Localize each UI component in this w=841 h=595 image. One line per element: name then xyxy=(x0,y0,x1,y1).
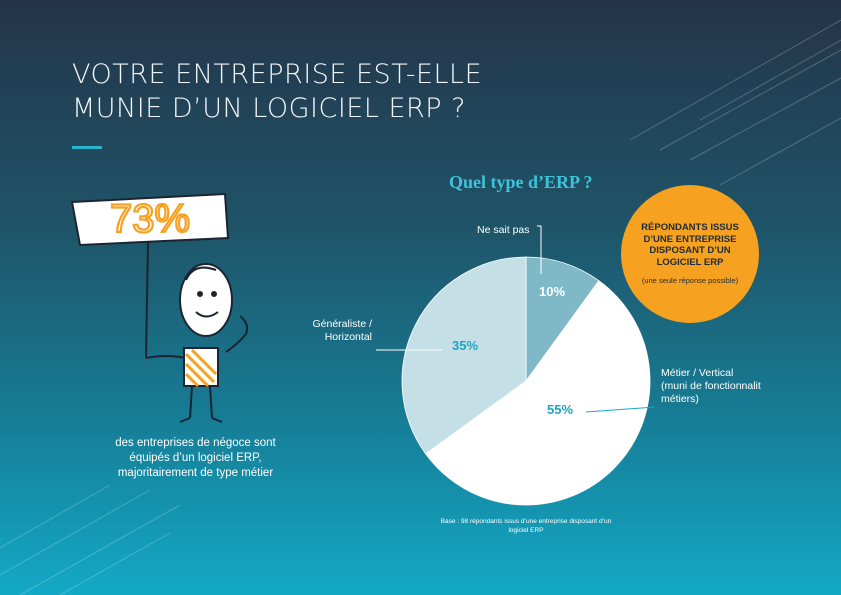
page-title-line-1: VOTRE ENTREPRISE EST-ELLE xyxy=(72,59,483,90)
slice-value-metier: 55% xyxy=(547,402,574,417)
chart-title: Quel type d’ERP ? xyxy=(449,172,593,192)
page-title: VOTRE ENTREPRISE EST-ELLE MUNIE D’UN LOG… xyxy=(72,58,592,126)
character xyxy=(145,263,249,423)
leader-line-ne-sait-pas xyxy=(537,225,542,274)
stat-caption: des entreprises de négoce sont équipés d… xyxy=(115,437,276,479)
pie-slice-metier xyxy=(425,280,651,506)
respondents-badge: RÉPONDANTS ISSUS D’UNE ENTREPRISE DISPOS… xyxy=(621,185,759,323)
slice-label-line: métiers) xyxy=(661,393,699,405)
slice-label-line: (muni de fonctionnalit xyxy=(661,380,761,392)
sign-board: 73% xyxy=(70,192,230,359)
pie-slice-ne-sait-pas xyxy=(525,256,600,383)
stat-value: 73% xyxy=(110,197,190,241)
slice-value-generaliste: 35% xyxy=(452,338,479,353)
base-note: Base : 98 répondants issus d’une entrepr… xyxy=(440,518,612,534)
leader-line-metier xyxy=(585,406,656,413)
title-accent-bar xyxy=(72,146,102,149)
slice-label-metier: Métier / Vertical (muni de fonctionnalit… xyxy=(661,367,761,406)
page-title-line-2: MUNIE D’UN LOGICIEL ERP ? xyxy=(72,93,467,124)
slice-label-generaliste: Généraliste / Horizontal xyxy=(302,318,372,344)
slice-label-line: Généraliste / xyxy=(312,318,372,330)
slice-label-line: Ne sait pas xyxy=(477,224,530,236)
slice-label-line: Horizontal xyxy=(324,331,372,343)
slice-value-ne-sait-pas: 10% xyxy=(539,284,566,299)
badge-title: RÉPONDANTS ISSUS D’UNE ENTREPRISE DISPOS… xyxy=(641,222,739,268)
slice-label-ne-sait-pas: Ne sait pas xyxy=(477,224,530,237)
pie-slice-generaliste xyxy=(401,256,527,455)
slice-label-line: Métier / Vertical xyxy=(661,367,734,379)
stick-figure-illustration: 73% xyxy=(70,192,249,423)
badge-note: (une seule réponse possible) xyxy=(641,276,739,285)
